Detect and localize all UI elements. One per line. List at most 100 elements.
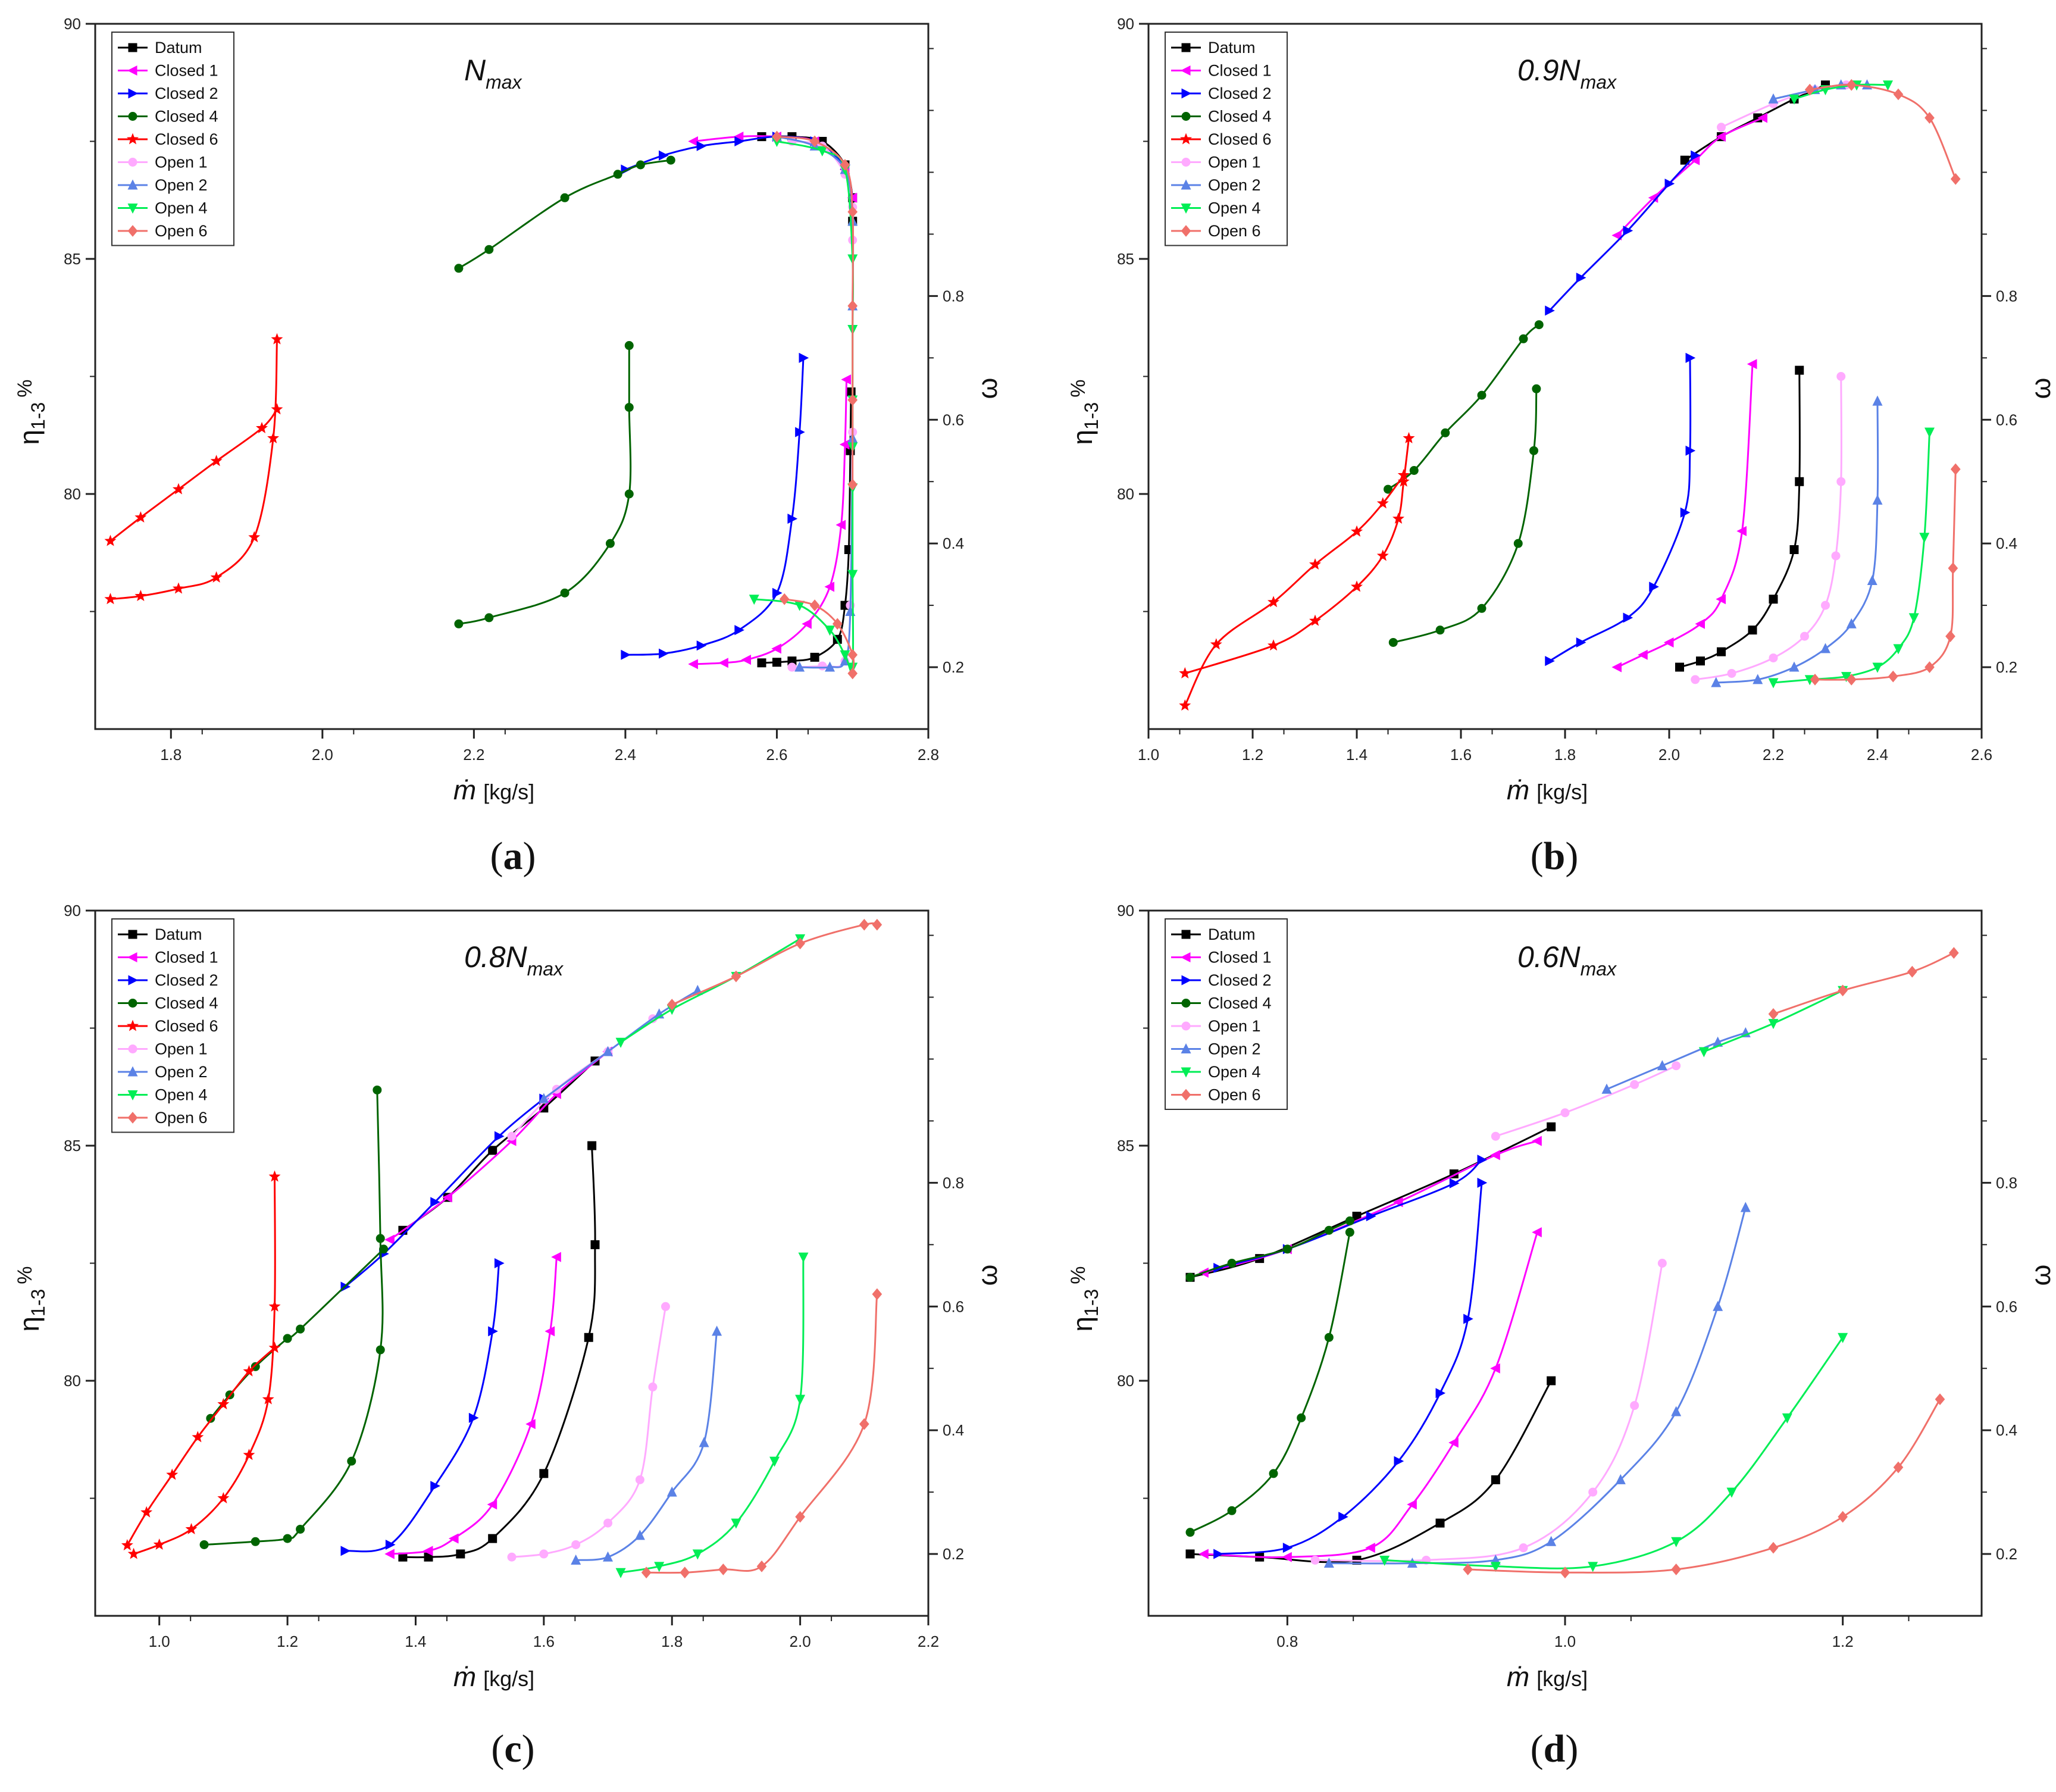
- omega-point-closed-4: [1477, 603, 1487, 613]
- legend-marker-open-1: [128, 1044, 137, 1053]
- y-left-axis-title: η1-3%: [1067, 379, 1102, 445]
- efficiency-point-open-6: [847, 206, 858, 218]
- x-tick-label: 1.0: [1138, 746, 1159, 764]
- efficiency-point-open-6: [840, 159, 850, 171]
- omega-point-closed-1: [802, 618, 812, 629]
- efficiency-point-closed-6: [140, 1506, 153, 1518]
- legend-marker-open-6: [1181, 1089, 1191, 1101]
- panel-label: (a): [490, 834, 536, 878]
- speed-label-sub: max: [1581, 71, 1617, 93]
- legend-label-closed-6: Closed 6: [1208, 130, 1272, 148]
- legend-label-open-2: Open 2: [1208, 1040, 1261, 1058]
- x-tick-label: 2.4: [615, 746, 636, 764]
- omega-point-closed-2: [340, 1546, 351, 1556]
- omega-point-open-1: [1769, 653, 1778, 662]
- efficiency-point-closed-6: [1376, 497, 1389, 509]
- omega-point-open-4: [1379, 1555, 1390, 1566]
- omega-point-datum: [772, 658, 781, 667]
- legend-marker-datum: [128, 43, 137, 52]
- eta-subscript: 1-3: [1081, 402, 1102, 430]
- y-left-tick-label: 85: [64, 250, 81, 268]
- omega-point-open-4: [1924, 427, 1935, 438]
- legend-label-open-1: Open 1: [1208, 154, 1261, 171]
- omega-point-open-1: [1691, 675, 1700, 684]
- efficiency-point-open-6: [795, 937, 805, 950]
- legend-label-datum: Datum: [1208, 39, 1256, 57]
- legend-label-closed-2: Closed 2: [155, 971, 218, 989]
- omega-point-closed-6: [1392, 512, 1405, 524]
- omega-point-open-4: [654, 1562, 665, 1572]
- omega-point-open-2: [1753, 674, 1763, 684]
- eta-subscript: 1-3: [27, 1289, 49, 1316]
- legend-marker-closed-1: [1180, 65, 1191, 76]
- omega-point-closed-2: [1338, 1512, 1348, 1522]
- efficiency-point-open-1: [1491, 1131, 1500, 1141]
- legend-marker-closed-1: [1180, 952, 1191, 963]
- omega-point-open-6: [1810, 673, 1820, 686]
- omega-point-open-6: [779, 593, 790, 605]
- y-left-tick-label: 80: [1117, 1372, 1134, 1390]
- y-right-tick-label: 0.2: [1996, 1545, 2017, 1563]
- omega-point-open-4: [731, 1518, 741, 1529]
- omega-point-open-4: [1838, 1333, 1848, 1343]
- omega-point-open-1: [1588, 1487, 1598, 1497]
- omega-point-closed-6: [153, 1538, 165, 1550]
- efficiency-point-closed-2: [1545, 305, 1555, 316]
- omega-point-open-2: [1867, 575, 1877, 586]
- efficiency-point-open-6: [847, 394, 858, 406]
- omega-point-closed-2: [1685, 445, 1696, 456]
- x-axis-symbol: ṁ: [453, 1661, 476, 1692]
- y-right-tick-label: 0.8: [943, 287, 964, 305]
- legend-marker-open-6: [1181, 225, 1191, 237]
- omega-point-open-1: [1310, 1555, 1320, 1565]
- efficiency-point-open-4: [1789, 94, 1800, 105]
- panel-letter: b: [1544, 834, 1566, 878]
- omega-point-closed-2: [494, 1258, 505, 1269]
- chart-panel-a: 1.8 2.0 2.2 2.4 2.6 2.8 80 85 90 0.2 0.4 0.6 0.8 ṁ [kg…: [14, 15, 1003, 878]
- omega-point-open-4: [798, 1252, 809, 1263]
- omega-line-open-1: [511, 1306, 666, 1558]
- speed-label: 0.8Nmax: [464, 940, 564, 980]
- omega-point-closed-2: [1213, 1549, 1223, 1559]
- omega-point-closed-4: [1529, 446, 1539, 455]
- legend-label-closed-1: Closed 1: [155, 62, 218, 80]
- omega-line-open-6: [1814, 469, 1957, 681]
- omega-point-open-6: [859, 1418, 869, 1430]
- y-right-tick-label: 0.6: [1996, 411, 2017, 429]
- omega-point-open-4: [749, 595, 759, 605]
- x-tick-label: 2.6: [1971, 746, 1992, 764]
- omega-point-closed-4: [1388, 637, 1398, 647]
- omega-point-datum: [590, 1240, 600, 1249]
- legend-label-datum: Datum: [155, 925, 202, 943]
- efficiency-point-closed-4: [1324, 1225, 1334, 1235]
- efficiency-line-open-6: [777, 136, 855, 485]
- efficiency-point-open-4: [615, 1037, 626, 1048]
- x-tick-label: 1.0: [149, 1632, 170, 1650]
- eta-symbol: η: [1067, 430, 1098, 445]
- efficiency-line-open-4: [620, 938, 801, 1043]
- omega-point-closed-6: [210, 571, 223, 583]
- efficiency-point-closed-2: [1576, 273, 1586, 283]
- omega-point-closed-2: [1576, 637, 1586, 648]
- efficiency-point-closed-4: [560, 193, 569, 202]
- speed-label-main: 0.9N: [1517, 54, 1581, 87]
- omega-line-closed-4: [458, 345, 632, 625]
- legend-label-closed-1: Closed 1: [1208, 949, 1272, 967]
- speed-label-main: N: [464, 54, 486, 87]
- efficiency-point-closed-6: [1179, 699, 1191, 711]
- y-left-axis-title: η1-3%: [14, 1266, 49, 1331]
- omega-point-closed-1: [1532, 1227, 1542, 1238]
- eta-subscript: 1-3: [27, 402, 49, 430]
- x-tick-label: 1.2: [277, 1632, 298, 1650]
- omega-line-closed-4: [204, 1090, 384, 1546]
- omega-point-closed-6: [1309, 614, 1322, 626]
- omega-point-open-1: [507, 1552, 517, 1562]
- omega-point-closed-6: [104, 593, 117, 605]
- omega-point-open-4: [1768, 678, 1779, 689]
- efficiency-line-closed-4: [1387, 324, 1540, 490]
- omega-point-closed-2: [799, 352, 809, 363]
- omega-line-closed-1: [390, 1256, 558, 1555]
- omega-point-closed-4: [296, 1524, 305, 1534]
- legend-label-open-1: Open 1: [155, 154, 208, 171]
- y-right-tick-label: 0.6: [1996, 1297, 2017, 1315]
